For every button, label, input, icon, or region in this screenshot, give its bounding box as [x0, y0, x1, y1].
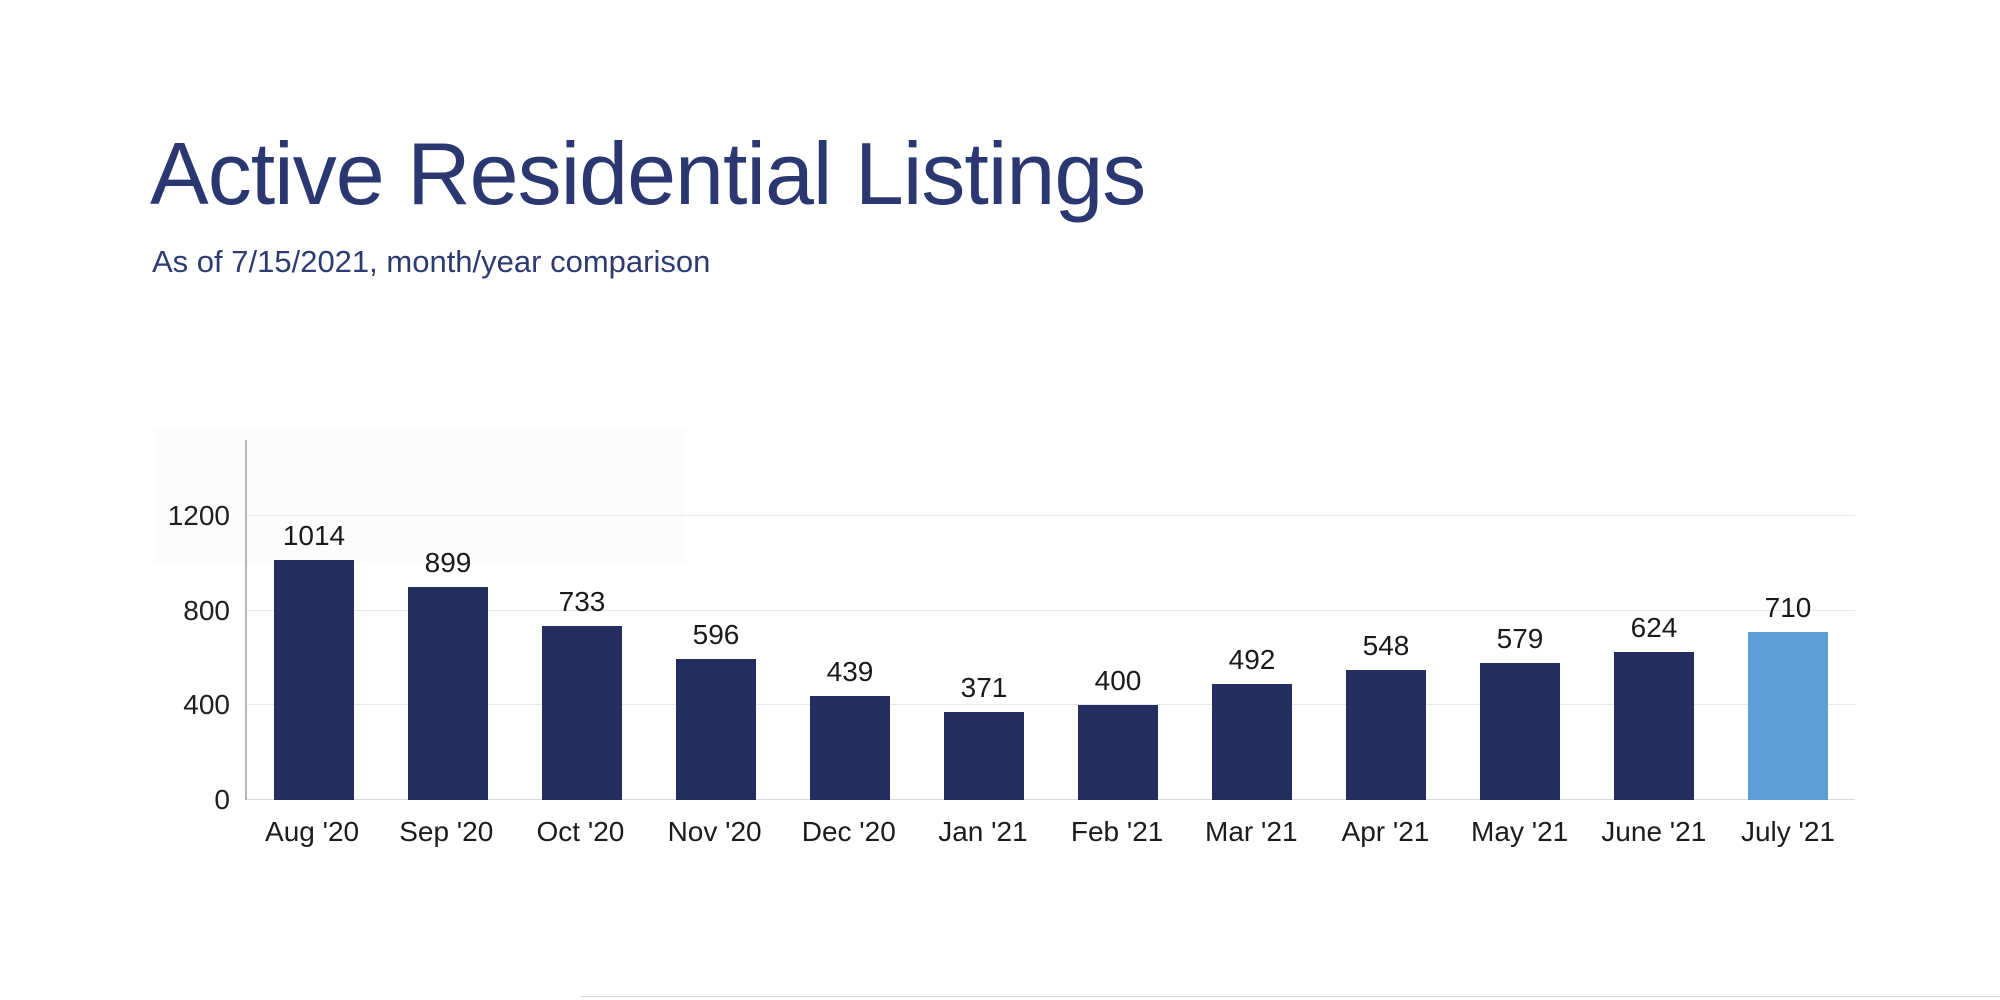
- bar-value-label: 492: [1228, 643, 1276, 675]
- bar: [676, 658, 756, 800]
- bottom-divider: [580, 996, 2000, 997]
- bar-group: 492: [1185, 643, 1319, 800]
- bar: [1212, 683, 1292, 800]
- bar-group: 400: [1051, 667, 1185, 800]
- bar-group: 624: [1587, 614, 1721, 800]
- x-axis-label: Oct '20: [536, 816, 625, 847]
- x-axis-label: June '21: [1601, 816, 1707, 847]
- bar-value-label: 579: [1496, 622, 1544, 654]
- x-axis-label: July '21: [1740, 816, 1835, 847]
- bar: [944, 712, 1024, 800]
- bar-group: 548: [1319, 632, 1453, 800]
- bar: [1480, 662, 1560, 800]
- y-axis-tick-label: 0: [214, 784, 230, 815]
- bar-value-label: 899: [424, 547, 472, 579]
- x-axis-label: Dec '20: [801, 816, 896, 847]
- page-title: Active Residential Listings: [150, 124, 1146, 223]
- bar-group: 733: [515, 588, 649, 800]
- bar: [1078, 705, 1158, 800]
- x-axis-label: Mar '21: [1205, 816, 1298, 847]
- y-axis-tick-label: 400: [183, 689, 230, 721]
- gridline: [247, 799, 1855, 800]
- x-axis-label: Apr '21: [1341, 816, 1430, 847]
- bar: [1346, 670, 1426, 800]
- gridline: [247, 514, 1855, 516]
- bar-value-label: 1014: [282, 519, 346, 551]
- bar-value-label: 548: [1362, 630, 1410, 662]
- background-artifact: [155, 428, 685, 564]
- bar-value-label: 710: [1764, 591, 1812, 623]
- page-subtitle: As of 7/15/2021, month/year comparison: [152, 244, 711, 279]
- bar-group: 371: [917, 674, 1051, 800]
- y-axis-tick-label: 1200: [167, 499, 230, 531]
- bar: [408, 587, 488, 800]
- bar: [542, 626, 622, 800]
- bars-row: 1014 899 733 596 439 371 400 492 548 579 624 710: [247, 440, 1855, 800]
- x-axis-label: Jan '21: [938, 816, 1028, 847]
- gridline: [247, 704, 1855, 706]
- bar-value-label: 596: [692, 618, 740, 650]
- bar-value-label: 439: [826, 656, 874, 687]
- gridline: [247, 609, 1855, 611]
- x-axis-label: Sep '20: [399, 816, 494, 847]
- bar-group: 1014: [247, 519, 381, 800]
- bar-group: 899: [381, 549, 515, 800]
- x-axis-label: May '21: [1471, 816, 1569, 847]
- bar: [274, 559, 354, 800]
- x-axis-label: Aug '20: [265, 816, 360, 847]
- bar-value-label: 400: [1094, 665, 1142, 697]
- bar-value-label: 733: [558, 586, 606, 618]
- bar-value-label: 624: [1630, 612, 1678, 644]
- x-axis-label: Feb '21: [1070, 816, 1164, 847]
- x-axis-labels: Aug '20 Sep '20 Oct '20 Nov '20 Dec '20 Jan '…: [245, 816, 1855, 848]
- bar: [1614, 652, 1694, 800]
- bar: [810, 696, 890, 800]
- bar-group: 579: [1453, 622, 1587, 800]
- y-tick-labels: 0 400 800 1200: [130, 440, 230, 813]
- bar-value-label: 371: [960, 672, 1008, 704]
- bar: [1748, 631, 1828, 800]
- x-axis-label: Nov '20: [667, 816, 762, 847]
- bar-group: 596: [649, 618, 783, 800]
- plot-area: 1014 899 733 596 439 371 400 492 548 579 624 710: [245, 440, 1855, 800]
- bar-group: 710: [1721, 591, 1855, 800]
- bar-group: 439: [783, 658, 917, 800]
- y-axis-tick-label: 800: [183, 594, 230, 626]
